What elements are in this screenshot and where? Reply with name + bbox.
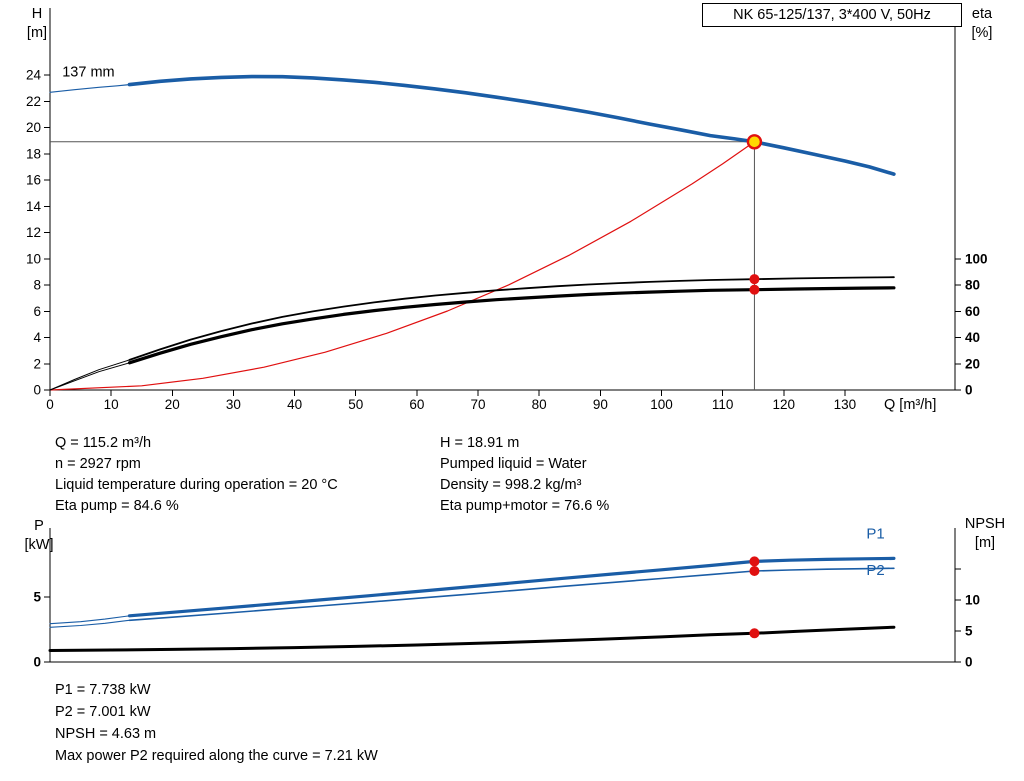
- svg-text:50: 50: [348, 397, 363, 412]
- svg-text:10: 10: [104, 397, 119, 412]
- svg-text:0: 0: [33, 655, 41, 669]
- svg-text:0: 0: [965, 383, 973, 398]
- power-axis-label: P [kW]: [18, 517, 60, 555]
- svg-text:14: 14: [26, 199, 42, 214]
- svg-text:2: 2: [33, 356, 41, 371]
- svg-text:P1: P1: [866, 526, 884, 543]
- npsh-axis-unit: [m]: [974, 535, 996, 551]
- svg-text:12: 12: [26, 225, 41, 240]
- pump-title-box: NK 65-125/137, 3*400 V, 50Hz: [702, 3, 962, 27]
- svg-text:80: 80: [532, 397, 547, 412]
- svg-text:110: 110: [712, 397, 734, 412]
- info-speed: n = 2927 rpm: [55, 456, 141, 472]
- svg-text:10: 10: [965, 593, 980, 608]
- info-flow: Q = 115.2 m³/h: [55, 435, 152, 451]
- info-liquid-temperature: Liquid temperature during operation = 20…: [55, 477, 338, 493]
- svg-text:20: 20: [965, 356, 980, 371]
- svg-text:0: 0: [33, 383, 41, 398]
- info-p1: P1 = 7.738 kW: [55, 682, 151, 698]
- svg-text:100: 100: [650, 397, 673, 412]
- flow-axis-label: Q [m³/h]: [884, 397, 937, 413]
- svg-text:5: 5: [965, 624, 973, 639]
- power-npsh-chart: 0 5 0 5 10 P1 P2: [33, 526, 980, 669]
- svg-text:0: 0: [965, 655, 973, 669]
- power-data: P1 = 7.738 kW P2 = 7.001 kW NPSH = 4.63 …: [55, 679, 378, 767]
- svg-text:137 mm: 137 mm: [62, 64, 114, 80]
- head-axis-unit: [m]: [26, 25, 48, 41]
- operating-data-right: H = 18.91 m Pumped liquid = Water Densit…: [440, 433, 609, 517]
- svg-text:100: 100: [965, 252, 988, 267]
- info-pumped-liquid: Pumped liquid = Water: [440, 456, 587, 472]
- head-axis-symbol: H: [31, 6, 43, 22]
- svg-text:18: 18: [26, 146, 41, 161]
- svg-text:20: 20: [26, 120, 41, 135]
- svg-text:80: 80: [965, 278, 980, 293]
- head-axis-label: H [m]: [20, 5, 54, 43]
- svg-text:8: 8: [33, 278, 41, 293]
- svg-text:90: 90: [593, 397, 608, 412]
- eta-axis-symbol: eta: [971, 6, 993, 22]
- svg-text:24: 24: [26, 68, 42, 83]
- svg-text:30: 30: [226, 397, 241, 412]
- svg-text:130: 130: [834, 397, 857, 412]
- svg-text:40: 40: [965, 330, 980, 345]
- svg-text:4: 4: [33, 330, 41, 345]
- svg-text:40: 40: [287, 397, 302, 412]
- svg-text:120: 120: [773, 397, 796, 412]
- eta-axis-unit: [%]: [971, 25, 993, 41]
- svg-text:22: 22: [26, 94, 41, 109]
- svg-text:70: 70: [471, 397, 486, 412]
- npsh-axis-label: NPSH [m]: [958, 515, 1012, 553]
- svg-text:P2: P2: [866, 562, 884, 579]
- operating-data-left: Q = 115.2 m³/h n = 2927 rpm Liquid tempe…: [55, 433, 338, 517]
- svg-text:16: 16: [26, 173, 41, 188]
- svg-text:10: 10: [26, 251, 41, 266]
- svg-text:60: 60: [409, 397, 424, 412]
- info-p2: P2 = 7.001 kW: [55, 704, 151, 720]
- info-density: Density = 998.2 kg/m³: [440, 477, 582, 493]
- info-eta-pump: Eta pump = 84.6 %: [55, 498, 179, 514]
- svg-text:0: 0: [46, 397, 54, 412]
- svg-text:20: 20: [165, 397, 180, 412]
- svg-text:60: 60: [965, 304, 980, 319]
- info-max-power: Max power P2 required along the curve = …: [55, 748, 378, 764]
- power-axis-unit: [kW]: [24, 537, 54, 553]
- info-eta-pump-motor: Eta pump+motor = 76.6 %: [440, 498, 610, 514]
- info-npsh: NPSH = 4.63 m: [55, 726, 157, 742]
- eta-axis-label: eta [%]: [960, 5, 1004, 43]
- svg-text:6: 6: [33, 304, 41, 319]
- info-head: H = 18.91 m: [440, 435, 520, 451]
- npsh-axis-symbol: NPSH: [964, 516, 1006, 532]
- power-axis-symbol: P: [34, 518, 44, 534]
- svg-text:5: 5: [33, 590, 41, 605]
